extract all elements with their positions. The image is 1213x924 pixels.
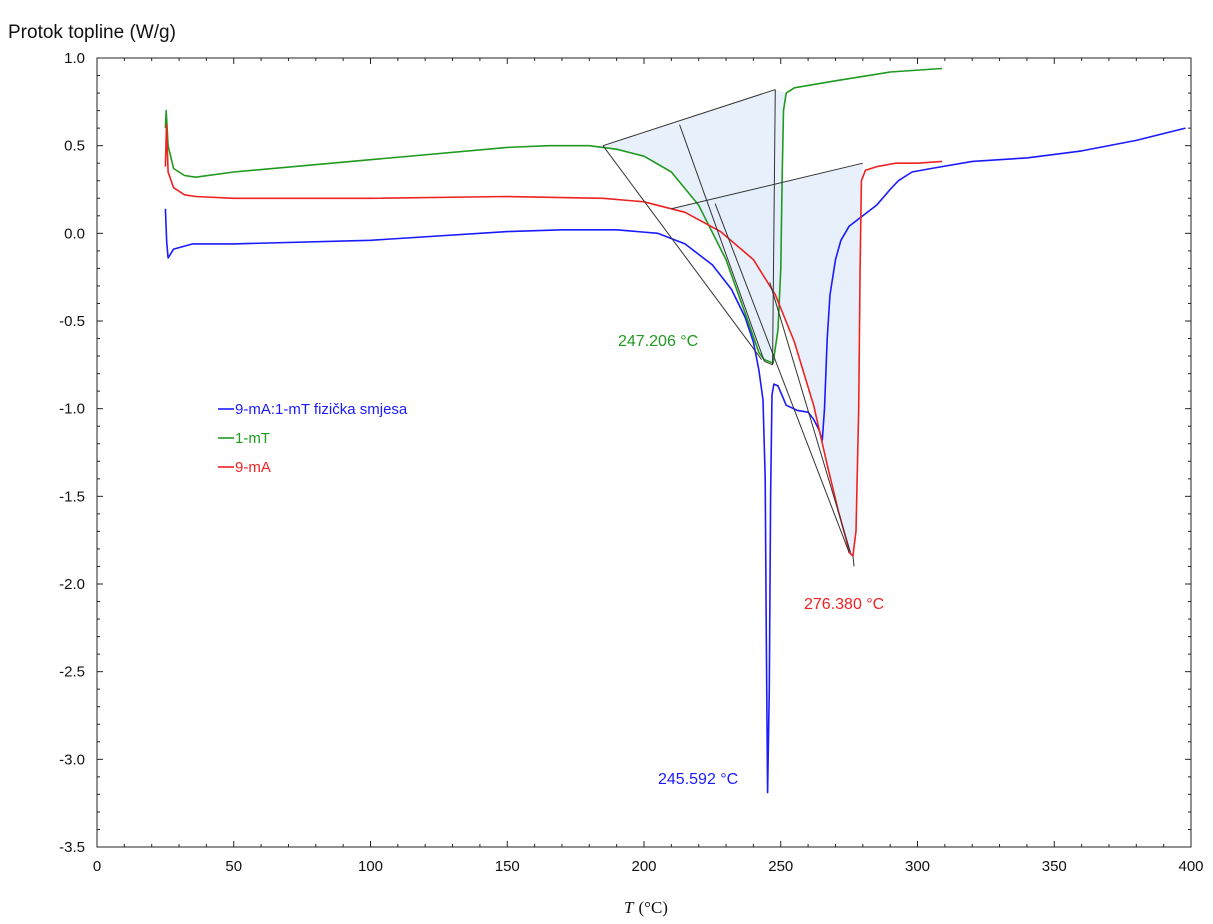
y-tick-label: -3.0 (59, 751, 85, 768)
peak-annotations: 247.206 °C 276.380 °C 245.592 °C (618, 333, 884, 788)
x-tick-label: 350 (1042, 858, 1067, 875)
tangent-line-7 (852, 555, 855, 567)
y-tick-label: -1.0 (59, 401, 85, 418)
tangent-line-2 (602, 145, 763, 360)
x-tick-label: 300 (905, 858, 930, 875)
series-line-3 (164, 123, 943, 557)
y-tick-label: 0.5 (64, 138, 85, 155)
y-tick-label: -0.5 (59, 313, 85, 330)
peak-annotation-2: 276.380 °C (804, 596, 884, 613)
legend-label-1: 9-mA:1-mT fizička smjesa (235, 401, 408, 418)
x-axis-label: T (°C) (624, 898, 668, 917)
plot-frame (96, 57, 1192, 848)
y-tick-label: -2.0 (59, 576, 85, 593)
x-tick-label: 50 (225, 858, 242, 875)
y-tick-label: -2.5 (59, 664, 85, 681)
x-tick-label: 400 (1178, 858, 1203, 875)
legend: 9-mA:1-mT fizička smjesa 1-mT 9-mA (218, 401, 408, 476)
series-line-2 (164, 67, 943, 364)
onset-tangents (602, 89, 863, 567)
tangent-line-5 (772, 89, 776, 365)
series-lines (164, 67, 1186, 794)
tangent-line-4 (764, 360, 773, 366)
x-tick-labels: 0 50 100 150 200 250 300 350 400 (93, 858, 1204, 875)
x-tick-label: 250 (768, 858, 793, 875)
y-tick-labels: 1.0 0.5 0.0 -0.5 -1.0 -1.5 -2.0 -2.5 -3.0 -3.5 (59, 50, 85, 856)
integration-area-2 (671, 163, 863, 556)
x-tick-label: 0 (93, 858, 101, 875)
series-line-1 (164, 127, 1186, 794)
tangent-line-6 (769, 282, 851, 553)
y-tick-label: 1.0 (64, 50, 85, 67)
y-tick-label: -1.5 (59, 488, 85, 505)
peak-annotation-3: 245.592 °C (658, 771, 738, 788)
x-tick-label: 100 (358, 858, 383, 875)
y-axis-label: Protok topline (W/g) (8, 22, 176, 43)
x-tick-label: 150 (495, 858, 520, 875)
baseline-line-2 (671, 162, 863, 210)
x-axis-unit: (°C) (639, 898, 668, 917)
x-axis-symbol: T (624, 898, 635, 917)
legend-label-3: 9-mA (235, 459, 271, 476)
x-tick-label: 200 (631, 858, 656, 875)
baseline-line-1 (602, 89, 776, 147)
axis-ticks (96, 57, 1192, 848)
peak-annotation-1: 247.206 °C (618, 333, 698, 350)
tangent-line-3 (714, 203, 850, 553)
y-tick-label: -3.5 (59, 839, 85, 856)
legend-label-2: 1-mT (235, 430, 270, 447)
tangent-line-1 (679, 124, 765, 362)
y-tick-label: 0.0 (64, 225, 85, 242)
